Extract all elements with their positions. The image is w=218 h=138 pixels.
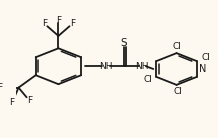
Text: F: F (0, 83, 2, 92)
Text: S: S (121, 38, 127, 48)
Text: F: F (27, 95, 32, 105)
Text: F: F (70, 19, 75, 28)
Text: Cl: Cl (144, 75, 152, 84)
Text: Cl: Cl (202, 53, 211, 62)
Text: F: F (9, 98, 14, 107)
Text: F: F (42, 19, 47, 28)
Text: F: F (56, 16, 61, 25)
Text: N: N (199, 64, 206, 74)
Text: NH: NH (99, 62, 113, 71)
Text: NH: NH (136, 62, 149, 71)
Text: Cl: Cl (172, 42, 181, 51)
Text: Cl: Cl (174, 87, 183, 96)
